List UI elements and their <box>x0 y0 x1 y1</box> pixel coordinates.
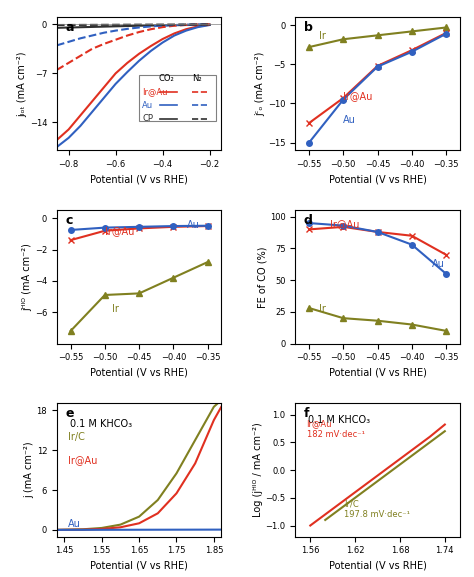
Ir/C <box>211 403 217 410</box>
Text: Ir: Ir <box>319 31 326 41</box>
Text: d: d <box>303 215 312 227</box>
X-axis label: Potential (V vs RHE): Potential (V vs RHE) <box>328 561 427 571</box>
X-axis label: Potential (V vs RHE): Potential (V vs RHE) <box>90 368 188 378</box>
Y-axis label: jᴴᴵᴼ (mA cm⁻²): jᴴᴵᴼ (mA cm⁻²) <box>22 243 32 311</box>
Ir@Au <box>118 524 123 531</box>
Text: Ir@Au: Ir@Au <box>329 219 359 229</box>
Text: Au: Au <box>68 519 81 529</box>
Ir@Au <box>155 510 161 517</box>
Text: Ir: Ir <box>112 304 118 314</box>
X-axis label: Potential (V vs RHE): Potential (V vs RHE) <box>328 368 427 378</box>
Text: Ir@Au: Ir@Au <box>68 455 98 466</box>
Text: Ir@Au: Ir@Au <box>105 226 134 236</box>
Ir/C <box>136 513 142 520</box>
Ir/C <box>54 526 60 533</box>
Y-axis label: jₗₒₜ (mA cm⁻²): jₗₒₜ (mA cm⁻²) <box>17 51 27 117</box>
Text: 0.1 M KHCO₃: 0.1 M KHCO₃ <box>309 415 371 425</box>
Line: Ir/C: Ir/C <box>57 400 221 530</box>
Line: Ir@Au: Ir@Au <box>57 407 221 530</box>
Text: Ir@Au
182 mV·dec⁻¹: Ir@Au 182 mV·dec⁻¹ <box>307 419 365 439</box>
Y-axis label: Log (jᴴᴵᴼ / mA cm⁻²): Log (jᴴᴵᴼ / mA cm⁻²) <box>253 423 263 518</box>
Text: Ir@Au: Ir@Au <box>142 87 168 96</box>
Y-axis label: j (mA cm⁻²): j (mA cm⁻²) <box>24 442 34 499</box>
Y-axis label: jᶜₒ (mA cm⁻²): jᶜₒ (mA cm⁻²) <box>255 52 265 116</box>
Text: CO₂: CO₂ <box>159 74 174 83</box>
Text: Au: Au <box>142 101 154 110</box>
Ir@Au <box>211 417 217 424</box>
Ir/C <box>192 437 198 444</box>
Ir@Au <box>219 403 224 410</box>
X-axis label: Potential (V vs RHE): Potential (V vs RHE) <box>90 175 188 185</box>
Text: b: b <box>303 21 312 34</box>
Bar <box>139 74 217 121</box>
Text: Ir/C: Ir/C <box>68 432 85 442</box>
Text: c: c <box>65 215 73 227</box>
Ir/C <box>80 526 86 533</box>
Ir@Au <box>192 460 198 467</box>
Ir/C <box>155 497 161 504</box>
Text: CP: CP <box>142 114 154 123</box>
Text: a: a <box>65 21 73 34</box>
Ir/C <box>118 521 123 528</box>
Text: Ir@Au: Ir@Au <box>343 92 373 102</box>
Y-axis label: FE of CO (%): FE of CO (%) <box>257 246 267 308</box>
X-axis label: Potential (V vs RHE): Potential (V vs RHE) <box>90 561 188 571</box>
Ir@Au <box>99 526 105 533</box>
Ir/C <box>219 396 224 403</box>
Text: Au: Au <box>187 220 200 230</box>
Ir/C <box>99 524 105 531</box>
Text: e: e <box>65 407 73 421</box>
Text: Ir: Ir <box>319 304 326 314</box>
Text: Au: Au <box>432 260 445 269</box>
Ir@Au <box>136 520 142 527</box>
Text: Ir/C
197.8 mV·dec⁻¹: Ir/C 197.8 mV·dec⁻¹ <box>344 500 410 519</box>
Text: f: f <box>303 407 309 421</box>
Text: N₂: N₂ <box>191 74 201 83</box>
Ir@Au <box>173 490 179 497</box>
Ir@Au <box>80 526 86 533</box>
Ir@Au <box>54 526 60 533</box>
Text: Au: Au <box>343 115 356 125</box>
Ir/C <box>173 470 179 477</box>
Text: 0.1 M KHCO₃: 0.1 M KHCO₃ <box>70 419 132 429</box>
X-axis label: Potential (V vs RHE): Potential (V vs RHE) <box>328 175 427 185</box>
